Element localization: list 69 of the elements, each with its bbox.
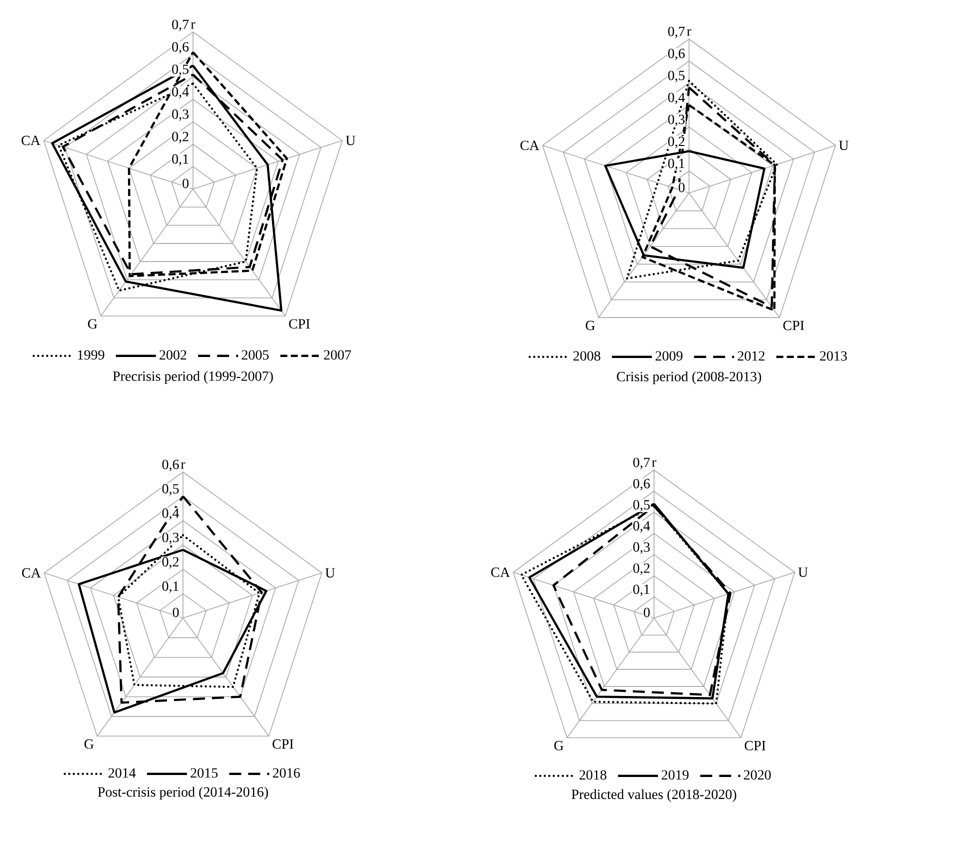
text: Post-crisis period (2014-2016): [98, 786, 268, 800]
spoke-label: r: [686, 29, 692, 36]
spoke-label: U: [346, 136, 356, 146]
y-tick-label: 0,5: [668, 70, 685, 82]
legend-label: 2014: [108, 768, 136, 778]
spoke-label: CPI: [783, 320, 804, 330]
spoke-label: CA: [22, 568, 41, 578]
y-tick-label: 0,7: [633, 458, 650, 470]
y-tick-label: 0,1: [633, 584, 650, 596]
legend-label: 2005: [242, 350, 269, 360]
y-tick-label: 0,2: [172, 132, 188, 144]
y-tick-label: 0,3: [162, 532, 179, 544]
y-tick-label: 0,1: [172, 154, 188, 166]
text: Precrisis period (1999-2007): [112, 371, 273, 384]
y-tick-label: 0,7: [668, 26, 685, 38]
y-tick-label: 0: [172, 608, 179, 618]
spoke-label: CPI: [272, 739, 294, 749]
legend-label: 2016: [272, 768, 300, 778]
y-tick-label: 0,3: [668, 114, 685, 126]
spoke-label: G: [554, 740, 564, 750]
legend-label: 2019: [662, 770, 689, 780]
spoke-label: G: [586, 320, 595, 330]
y-tick-label: 0,2: [162, 557, 179, 569]
text: Crisis period (2008-2013): [616, 371, 762, 384]
spoke-label: CA: [491, 568, 510, 577]
legend-label: 2008: [573, 351, 600, 361]
spoke-label: r: [190, 22, 196, 29]
legend-label: 2018: [580, 770, 606, 780]
y-tick-label: 0,3: [172, 109, 189, 121]
y-tick-label: 0,7: [172, 20, 189, 32]
y-tick-label: 0,4: [172, 87, 189, 98]
y-tick-label: 0,4: [162, 508, 180, 520]
y-tick-label: 0,1: [162, 581, 178, 593]
spoke-label: U: [798, 568, 808, 577]
y-tick-label: 0,5: [633, 500, 650, 512]
y-tick-label: 0,5: [162, 484, 179, 496]
spoke-label: U: [838, 140, 848, 150]
legend-label: 2002: [160, 350, 186, 360]
spoke-label: CPI: [744, 740, 766, 750]
text: Predicted values (2018-2020): [572, 789, 736, 802]
legend-label: 2020: [744, 770, 771, 780]
spoke-label: G: [88, 319, 98, 329]
y-tick-label: 0,2: [633, 563, 650, 575]
y-tick-label: 0,5: [172, 64, 189, 76]
legend-label: 2013: [820, 351, 847, 361]
legend-label: 1999: [78, 350, 104, 360]
y-tick-label: 0: [678, 182, 685, 192]
spoke-label: CPI: [289, 319, 310, 329]
y-tick-label: 0,6: [633, 478, 650, 490]
y-tick-label: 0,3: [633, 542, 650, 554]
spoke-label: r: [180, 462, 186, 469]
legend-label: 2007: [324, 350, 352, 360]
legend-label: 2009: [656, 351, 682, 361]
y-tick-label: 0,6: [162, 460, 179, 472]
spoke-label: CA: [520, 140, 540, 150]
y-tick-label: 0: [182, 178, 189, 188]
y-tick-label: 0: [644, 608, 650, 618]
y-tick-label: 0,6: [172, 42, 189, 54]
y-tick-label: 0,2: [668, 136, 684, 148]
legend-label: 2015: [190, 768, 218, 778]
spoke-label: G: [84, 739, 94, 749]
y-tick-label: 0,4: [668, 92, 685, 104]
y-tick-label: 0,4: [633, 521, 650, 533]
y-tick-label: 0,6: [668, 48, 685, 60]
spoke-label: r: [652, 460, 656, 467]
legend-label: 2012: [738, 351, 764, 361]
spoke-label: CA: [22, 136, 40, 146]
y-tick-label: 0,1: [668, 158, 684, 170]
spoke-label: U: [325, 568, 335, 578]
